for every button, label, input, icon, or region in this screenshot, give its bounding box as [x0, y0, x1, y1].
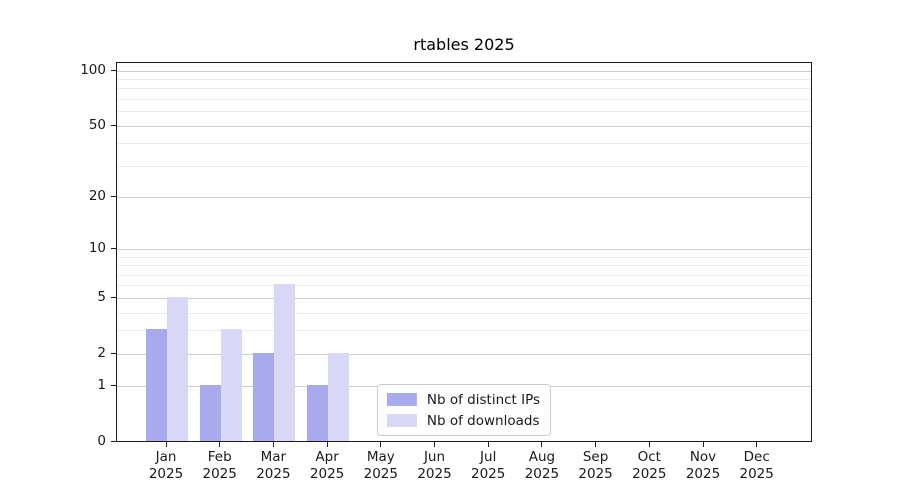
y-tick-label-2: 2: [97, 344, 106, 361]
bar-downloads-jan: [167, 296, 188, 441]
x-tick-label-nov: Nov 2025: [685, 449, 721, 482]
gridline-minor-6: [117, 285, 811, 287]
x-tick-label-mar: Mar 2025: [256, 449, 291, 482]
x-tick-label-may: May 2025: [363, 449, 398, 482]
x-tick-label-dec: Dec 2025: [739, 449, 774, 482]
y-tick-label-50: 50: [88, 116, 106, 133]
gridline-major-5: [117, 297, 811, 299]
gridline-minor-90: [117, 79, 811, 80]
x-tick-label-aug: Aug 2025: [524, 449, 560, 482]
gridline-minor-60: [117, 111, 811, 113]
x-tick-label-oct: Oct 2025: [632, 449, 667, 482]
gridline-major-100: [117, 70, 811, 72]
x-tick-mark-feb: [219, 442, 221, 447]
gridline-minor-30: [117, 165, 811, 167]
gridline-major-20: [117, 197, 811, 198]
legend-item-downloads: Nb of downloads: [386, 412, 540, 429]
x-tick-label-jun: Jun 2025: [417, 449, 452, 482]
y-tick-label-20: 20: [88, 188, 106, 204]
bar-downloads-feb: [220, 329, 242, 441]
gridline-minor-70: [117, 99, 811, 100]
gridline-minor-7: [117, 274, 811, 276]
bar-distinct-ips-mar: [253, 352, 275, 441]
y-tick-label-1: 1: [97, 377, 106, 394]
y-tick-mark-50: [111, 124, 116, 126]
x-tick-label-feb: Feb 2025: [202, 449, 237, 482]
legend: Nb of distinct IPs Nb of downloads: [376, 384, 552, 436]
x-tick-mark-sep: [595, 442, 597, 447]
gridline-minor-9: [117, 256, 811, 258]
x-tick-mark-may: [380, 442, 382, 447]
y-tick-mark-1: [111, 385, 116, 387]
gridline-minor-3: [117, 330, 811, 332]
gridline-minor-80: [117, 88, 811, 90]
y-tick-mark-5: [111, 296, 116, 298]
legend-label-distinct-ips: Nb of distinct IPs: [426, 391, 541, 408]
x-tick-mark-dec: [756, 442, 758, 447]
legend-swatch-downloads: [386, 414, 417, 427]
y-tick-mark-100: [111, 69, 116, 71]
bar-downloads-mar: [274, 284, 296, 441]
bar-distinct-ips-feb: [199, 385, 221, 441]
y-tick-mark-0: [111, 441, 116, 442]
plot-area: Nb of distinct IPs Nb of downloads: [116, 62, 812, 442]
y-tick-mark-20: [111, 196, 116, 197]
y-tick-label-0: 0: [97, 433, 106, 449]
x-tick-label-apr: Apr 2025: [309, 449, 345, 482]
legend-item-distinct-ips: Nb of distinct IPs: [386, 391, 541, 408]
y-tick-label-10: 10: [88, 240, 106, 256]
bar-downloads-apr: [328, 352, 350, 441]
x-tick-mark-mar: [272, 442, 274, 447]
x-tick-mark-apr: [326, 442, 328, 447]
gridline-major-50: [117, 125, 811, 127]
y-tick-mark-10: [111, 248, 116, 249]
x-tick-mark-jan: [165, 442, 167, 447]
x-tick-label-jan: Jan 2025: [148, 449, 184, 482]
x-tick-mark-nov: [702, 442, 704, 447]
x-tick-mark-jun: [434, 442, 435, 447]
chart-title: rtables 2025: [413, 35, 515, 54]
x-tick-mark-oct: [648, 442, 650, 447]
legend-swatch-distinct-ips: [386, 393, 417, 406]
x-tick-mark-aug: [541, 442, 543, 447]
bar-distinct-ips-apr: [307, 385, 329, 441]
bar-distinct-ips-jan: [146, 329, 167, 441]
gridline-major-10: [117, 249, 811, 250]
gridline-minor-40: [117, 143, 811, 145]
y-tick-label-5: 5: [97, 288, 106, 305]
gridline-minor-8: [117, 265, 811, 267]
y-tick-mark-2: [111, 352, 116, 354]
y-tick-label-100: 100: [80, 61, 106, 78]
x-tick-mark-jul: [487, 442, 489, 447]
legend-label-downloads: Nb of downloads: [426, 412, 540, 429]
x-tick-label-jul: Jul 2025: [471, 449, 506, 482]
gridline-minor-4: [117, 312, 811, 314]
x-tick-label-sep: Sep 2025: [578, 449, 613, 482]
gridline-major-2: [117, 353, 811, 355]
